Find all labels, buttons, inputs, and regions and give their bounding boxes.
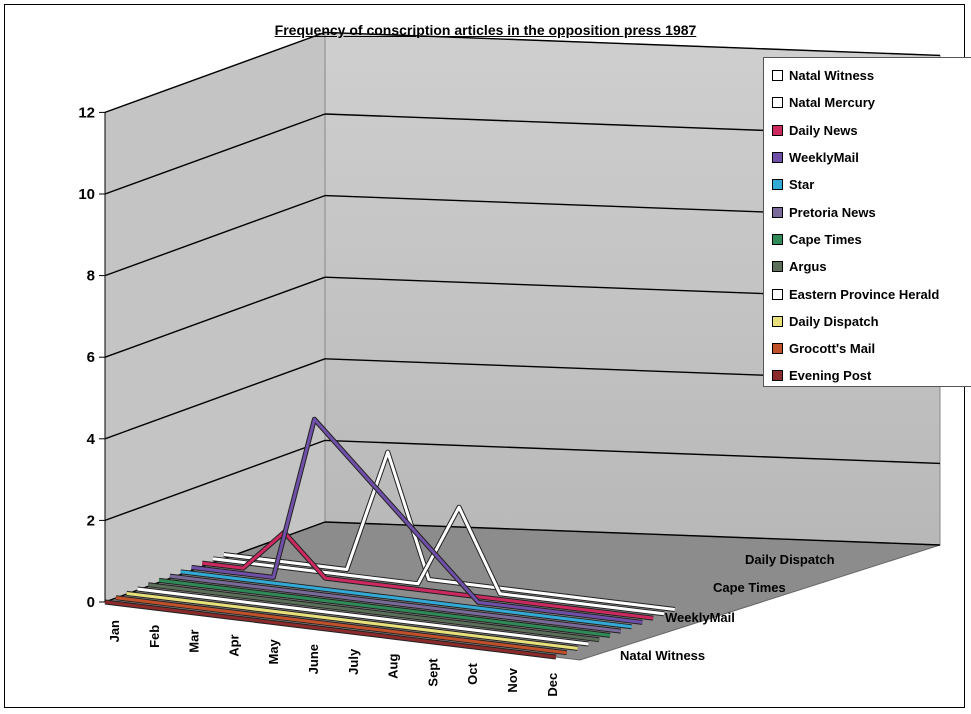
gridline (324, 439, 941, 465)
x-tick-label: Sept (425, 658, 440, 687)
series-line (137, 587, 589, 646)
series-line (191, 417, 643, 624)
gridline (104, 31, 326, 114)
y-tick-label: 0 (87, 594, 95, 611)
series-line (212, 505, 665, 616)
y-tick-label: 12 (78, 104, 95, 121)
legend-label: Cape Times (789, 231, 862, 247)
series-lines (104, 416, 676, 660)
legend-swatch (772, 370, 783, 382)
series-line (180, 570, 632, 629)
series-line (148, 583, 600, 642)
legend-label: Star (789, 177, 815, 193)
gridline (324, 31, 941, 57)
legend-label: Argus (789, 259, 827, 275)
gridline (104, 276, 326, 358)
x-tick-label: Jan (107, 620, 122, 642)
y-tick-label: 2 (87, 512, 95, 529)
y-tick-label: 4 (87, 431, 96, 448)
legend-label: Natal Witness (789, 68, 875, 84)
y-tick-label: 10 (78, 186, 95, 203)
legend-swatch (772, 206, 783, 218)
series-line (223, 450, 675, 611)
x-tick-label: Mar (187, 630, 202, 653)
legend-label: Eastern Province Herald (789, 286, 940, 302)
legend-item: Natal Witness (764, 62, 971, 89)
legend-swatch (772, 343, 783, 355)
legend-item: Cape Times (764, 226, 971, 253)
x-tick-label: Aug (386, 654, 401, 679)
legend-swatch (772, 315, 783, 327)
x-tick-label: May (266, 638, 281, 664)
series-line (169, 574, 621, 633)
x-tick-label: July (346, 648, 361, 675)
x-tick-label: Feb (147, 625, 162, 648)
x-tick-label: June (306, 644, 321, 674)
legend-label: Evening Post (789, 368, 872, 384)
legend-swatch (772, 261, 783, 273)
legend-swatch (772, 152, 783, 164)
gridline (104, 358, 326, 440)
legend-item: Daily News (764, 117, 971, 144)
legend-label: Natal Mercury (789, 95, 875, 111)
series-line (115, 596, 567, 655)
x-tick-label: Nov (505, 667, 520, 692)
legend-label: Grocott's Mail (789, 341, 876, 357)
legend-item: Pretoria News (764, 198, 971, 225)
depth-tick-label: WeeklyMail (665, 610, 735, 625)
legend-label: WeeklyMail (789, 150, 859, 166)
legend-label: Daily News (789, 122, 858, 138)
series-line (104, 600, 557, 659)
legend-item: Eastern Province Herald (764, 280, 971, 307)
depth-tick-label: Daily Dispatch (745, 552, 835, 567)
gridline (104, 194, 326, 277)
legend-label: Pretoria News (789, 204, 876, 220)
legend-label: Daily Dispatch (789, 313, 879, 329)
series-line (202, 530, 654, 620)
gridline (324, 521, 941, 546)
legend-swatch (772, 124, 783, 136)
legend-item: Star (764, 171, 971, 198)
legend-swatch (772, 179, 783, 191)
y-tick-label: 8 (87, 268, 95, 285)
series-line (158, 578, 611, 637)
legend-swatch (772, 288, 783, 300)
chart-title: Frequency of conscription articles in th… (274, 22, 697, 38)
axes: 0 2 4 6 8 10 12 Jan Feb Mar Apr May June July Aug Sept O… (78, 104, 834, 696)
legend-swatch (772, 70, 783, 82)
legend: Natal Witness Natal Mercury Daily News Week… (763, 57, 971, 387)
legend-item: Grocott's Mail (764, 335, 971, 362)
depth-tick-label: Natal Witness (620, 648, 705, 663)
legend-item: Daily Dispatch (764, 308, 971, 335)
legend-item: Evening Post (764, 362, 971, 389)
x-tick-label: Dec (545, 673, 560, 697)
gridline (104, 113, 326, 195)
series-line (126, 591, 578, 650)
depth-tick-label: Cape Times (713, 580, 786, 595)
legend-swatch (772, 97, 783, 109)
y-tick-label: 6 (87, 349, 95, 366)
gridline (104, 439, 326, 522)
x-tick-label: Oct (465, 663, 480, 685)
legend-item: WeeklyMail (764, 144, 971, 171)
legend-swatch (772, 233, 783, 245)
legend-item: Natal Mercury (764, 89, 971, 116)
x-tick-label: Apr (226, 634, 241, 656)
legend-item: Argus (764, 253, 971, 280)
